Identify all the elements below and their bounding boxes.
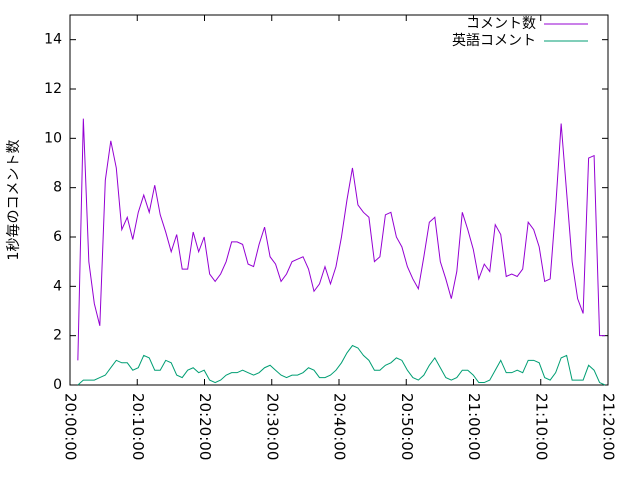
x-tick-label: 21:00:00 xyxy=(465,393,483,460)
x-tick-label: 20:00:00 xyxy=(62,393,80,460)
y-tick-label: 12 xyxy=(44,81,62,97)
y-tick-label: 0 xyxy=(53,377,62,393)
y-tick-label: 14 xyxy=(44,32,62,48)
y-tick-label: 8 xyxy=(53,180,62,196)
x-tick-label: 21:10:00 xyxy=(532,393,550,460)
x-tick-label: 20:50:00 xyxy=(398,393,416,460)
x-tick-label: 20:30:00 xyxy=(263,393,281,460)
plot-border xyxy=(69,14,609,386)
y-tick-label: 2 xyxy=(53,328,62,344)
y-axis-label: 1秒毎のコメント数 xyxy=(6,140,22,261)
series-line xyxy=(77,344,606,386)
x-tick-label: 20:10:00 xyxy=(129,393,147,460)
series-line xyxy=(77,118,606,361)
x-tick-label: 21:20:00 xyxy=(600,393,618,460)
y-tick-label: 6 xyxy=(53,229,62,245)
y-tick-label: 4 xyxy=(53,278,62,294)
x-tick-label: 20:20:00 xyxy=(196,393,214,460)
legend-label: 英語コメント xyxy=(452,32,536,49)
legend-label: コメント数 xyxy=(466,16,536,32)
x-tick-label: 20:40:00 xyxy=(331,393,349,460)
y-tick-label: 10 xyxy=(44,130,62,146)
